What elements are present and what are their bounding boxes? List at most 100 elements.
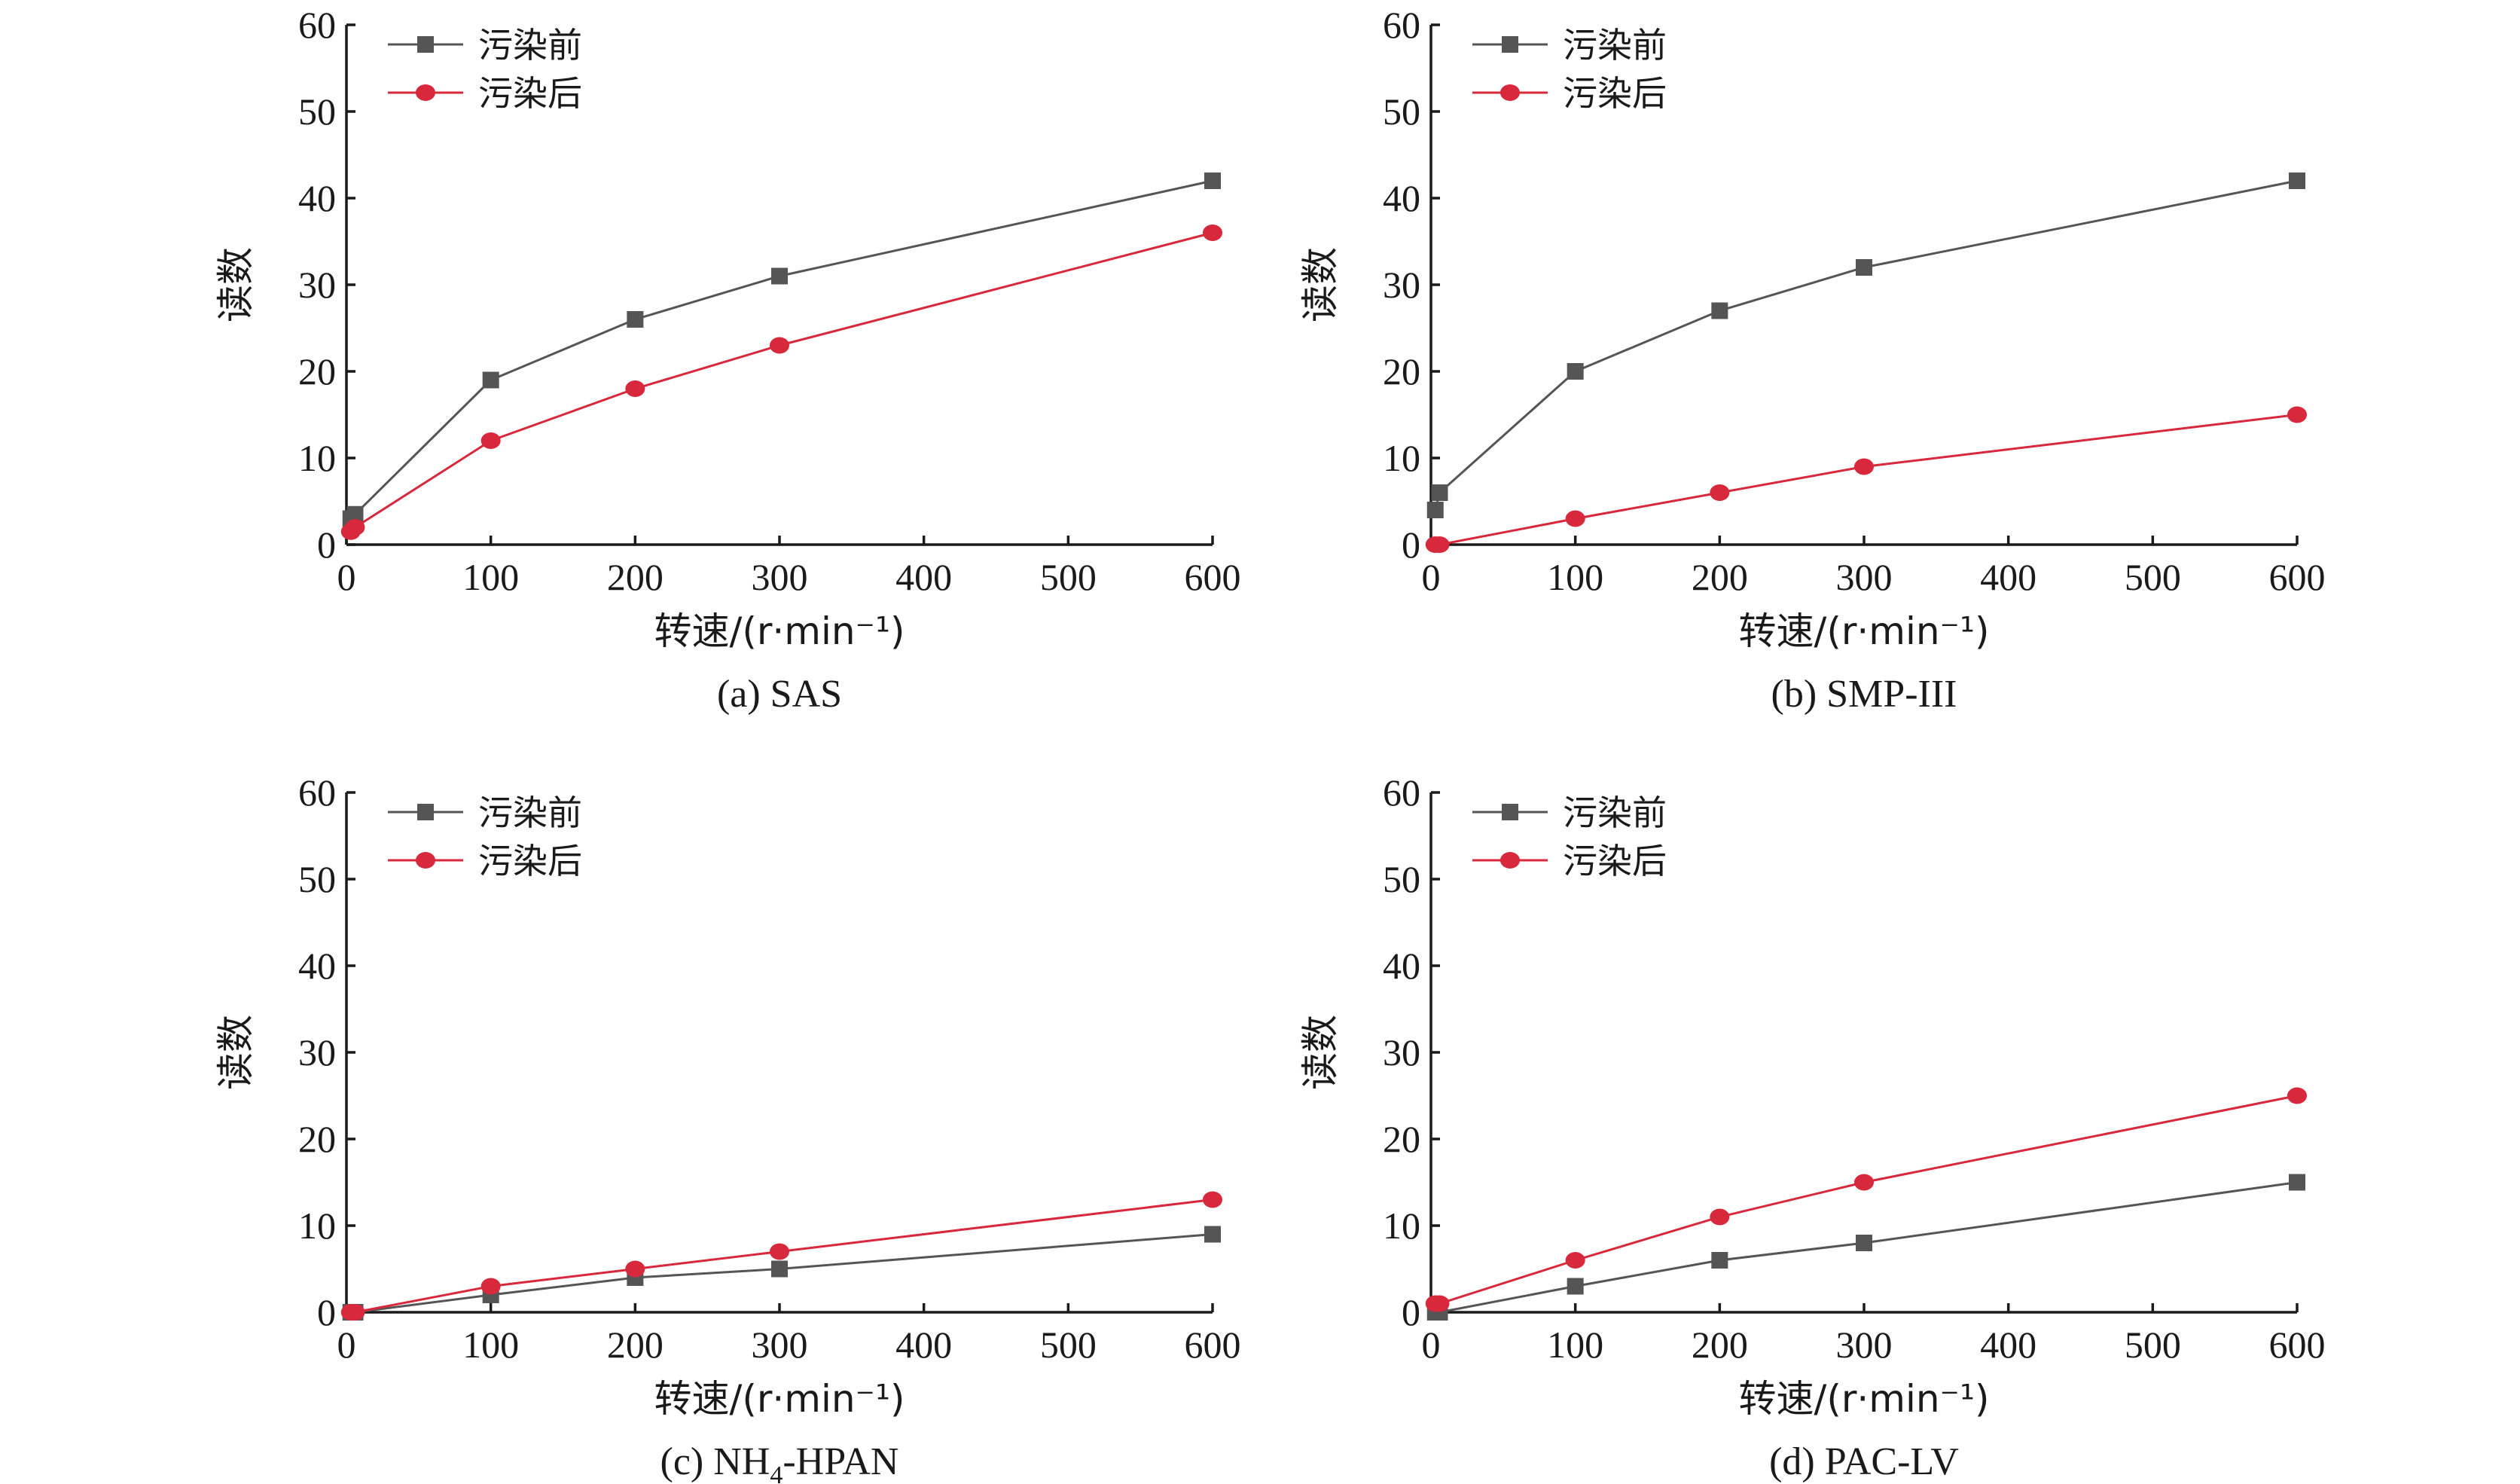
x-axis-title: 转速/(r·min⁻¹) <box>1738 609 1989 653</box>
data-point-after <box>1710 1208 1730 1226</box>
legend-label-after: 污染后 <box>478 841 582 881</box>
data-point-before <box>1204 173 1221 189</box>
data-point-after <box>625 1260 645 1278</box>
y-tick-label: 50 <box>298 90 336 133</box>
y-tick-label: 10 <box>1383 1205 1420 1247</box>
x-axis-title: 转速/(r·min⁻¹) <box>1738 1377 1989 1421</box>
x-tick-label: 600 <box>2269 556 2326 598</box>
caption-subscript: 4 <box>770 1461 783 1484</box>
x-tick-label: 300 <box>1836 556 1893 598</box>
data-point-before <box>1204 1226 1221 1243</box>
x-tick-label: 400 <box>1980 556 2036 598</box>
legend-label-after: 污染后 <box>1563 73 1667 114</box>
y-tick-label: 20 <box>1383 350 1420 392</box>
x-tick-label: 100 <box>1547 1324 1603 1366</box>
data-point-after <box>345 519 365 536</box>
legend-marker-before <box>1502 804 1518 820</box>
panel-caption: (d) PAC-LV <box>1769 1440 1959 1483</box>
data-point-before <box>346 505 364 523</box>
data-point-before <box>771 267 788 285</box>
x-axis-title: 转速/(r·min⁻¹) <box>654 609 905 653</box>
y-tick-label: 30 <box>1383 264 1420 306</box>
data-point-after <box>770 1243 789 1260</box>
y-tick-label: 20 <box>1383 1118 1420 1160</box>
data-point-after <box>1203 1191 1222 1208</box>
data-point-after <box>1710 484 1730 501</box>
y-tick-label: 40 <box>1383 945 1420 987</box>
y-tick-label: 60 <box>1383 4 1420 46</box>
data-point-after <box>1854 1174 1874 1191</box>
x-tick-label: 400 <box>1980 1324 2036 1366</box>
x-tick-label: 600 <box>1185 556 1241 598</box>
y-axis-title: 读数 <box>1298 247 1342 322</box>
data-point-before <box>482 371 499 389</box>
x-axis-title: 转速/(r·min⁻¹) <box>654 1377 905 1421</box>
y-tick-label: 10 <box>1383 437 1420 479</box>
x-tick-label: 500 <box>1040 556 1097 598</box>
data-point-before <box>771 1260 788 1278</box>
y-axis-title: 读数 <box>214 1015 258 1090</box>
data-point-before <box>2289 1174 2305 1191</box>
data-point-before <box>2289 173 2305 189</box>
legend-label-before: 污染前 <box>478 25 582 66</box>
panel-caption: (c) NH4-HPAN <box>661 1440 899 1484</box>
y-tick-label: 40 <box>298 945 336 987</box>
legend-marker-after <box>416 84 435 101</box>
y-tick-label: 10 <box>298 437 336 479</box>
caption-text: (c) NH <box>661 1440 770 1483</box>
x-tick-label: 300 <box>1836 1324 1893 1366</box>
legend-marker-before <box>1502 36 1518 53</box>
data-point-after <box>481 1278 501 1295</box>
x-tick-label: 0 <box>337 1324 356 1366</box>
y-tick-label: 0 <box>1402 524 1420 566</box>
x-tick-label: 100 <box>462 1324 519 1366</box>
y-tick-label: 10 <box>298 1205 336 1247</box>
data-point-after <box>1565 1252 1585 1269</box>
data-point-after <box>1429 1295 1450 1312</box>
legend-marker-before <box>417 36 434 53</box>
y-tick-label: 40 <box>1383 177 1420 219</box>
panel-caption: (a) SAS <box>717 673 842 716</box>
x-tick-label: 0 <box>1422 1324 1441 1366</box>
legend-label-before: 污染前 <box>1563 792 1667 833</box>
legend-label-before: 污染前 <box>478 792 582 833</box>
y-tick-label: 30 <box>298 1031 336 1073</box>
y-tick-label: 50 <box>1383 90 1420 133</box>
x-tick-label: 200 <box>1692 556 1748 598</box>
x-tick-label: 100 <box>462 556 519 598</box>
data-point-before <box>627 311 644 328</box>
y-tick-label: 60 <box>298 4 336 46</box>
legend-label-after: 污染后 <box>478 73 582 114</box>
data-point-after <box>1429 536 1450 553</box>
y-tick-label: 50 <box>1383 858 1420 900</box>
data-point-before <box>1567 1278 1584 1295</box>
y-tick-label: 20 <box>298 1118 336 1160</box>
data-point-after <box>625 380 645 397</box>
data-point-after <box>1854 458 1874 475</box>
legend-marker-after <box>416 852 435 869</box>
y-tick-label: 0 <box>1402 1291 1420 1333</box>
y-tick-label: 50 <box>298 858 336 900</box>
data-point-before <box>1431 484 1448 501</box>
legend-marker-before <box>417 804 434 820</box>
y-axis-title: 读数 <box>1298 1015 1342 1090</box>
x-tick-label: 600 <box>1185 1324 1241 1366</box>
legend-label-after: 污染后 <box>1563 841 1667 881</box>
data-point-before <box>1856 259 1872 276</box>
data-point-before <box>1426 502 1444 518</box>
data-point-before <box>1856 1235 1872 1251</box>
x-tick-label: 500 <box>1040 1324 1097 1366</box>
y-tick-label: 20 <box>298 350 336 392</box>
x-tick-label: 100 <box>1547 556 1603 598</box>
x-tick-label: 200 <box>607 556 664 598</box>
legend-marker-after <box>1500 84 1520 101</box>
x-tick-label: 200 <box>1692 1324 1748 1366</box>
data-point-before <box>1711 1252 1728 1269</box>
data-point-after <box>1565 510 1585 527</box>
x-tick-label: 0 <box>1422 556 1441 598</box>
